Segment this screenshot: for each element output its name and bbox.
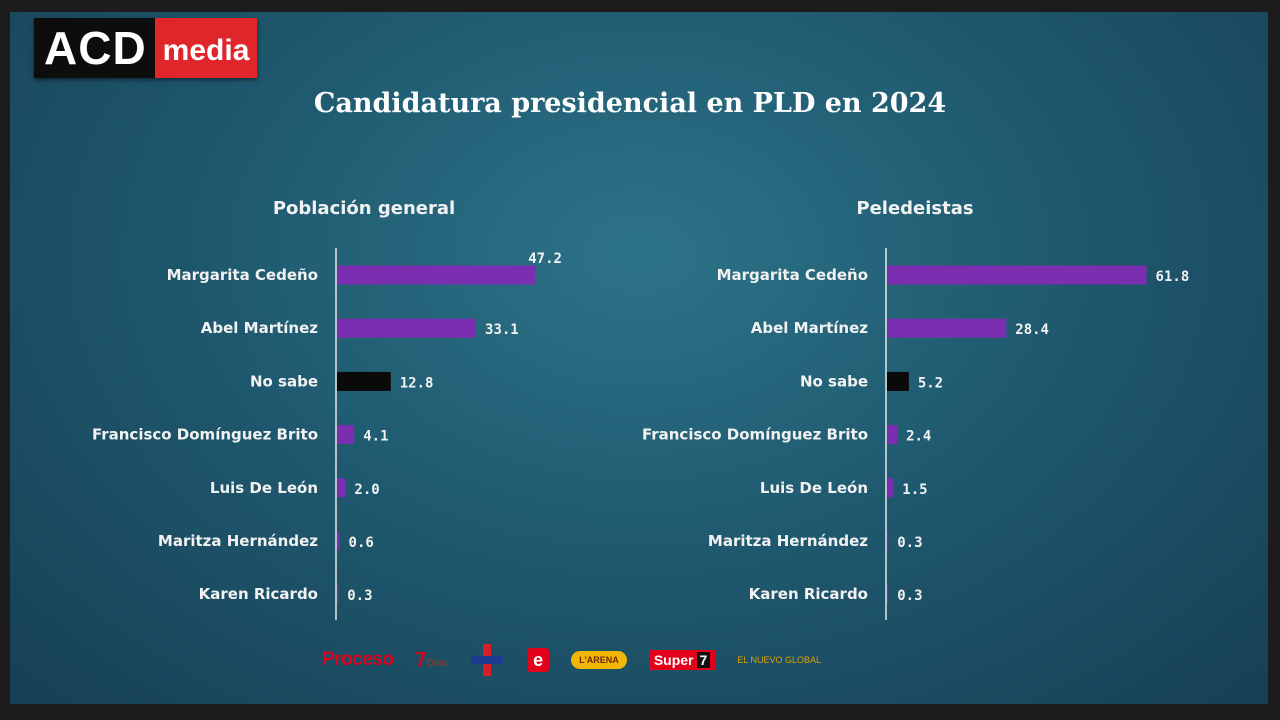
- siete-sub: Días: [426, 657, 448, 669]
- left-value-label: 0.3: [347, 588, 372, 604]
- left-value-label: 2.0: [354, 482, 379, 498]
- left-category-label: Luis De León: [210, 479, 318, 497]
- right-bar: [887, 265, 1147, 285]
- left-bar: [337, 318, 477, 338]
- logo-media: media: [154, 18, 258, 78]
- right-category-label: Abel Martínez: [751, 319, 868, 337]
- right-category-label: Margarita Cedeño: [717, 266, 868, 284]
- acd-media-logo: ACD media: [34, 18, 258, 78]
- arena-logo: L'ARENA: [571, 651, 627, 669]
- left-value-label: 47.2: [528, 251, 562, 267]
- right-bar: [887, 478, 894, 498]
- cross-logo-icon: [469, 642, 505, 678]
- right-category-label: No sabe: [800, 372, 868, 390]
- right-value-label: 28.4: [1015, 322, 1049, 338]
- right-bar: [887, 318, 1007, 338]
- right-value-label: 5.2: [918, 375, 943, 391]
- nuevo-global-logo: EL NUEVO GLOBAL: [737, 655, 821, 665]
- right-value-label: 1.5: [902, 482, 927, 498]
- right-bar: [887, 425, 898, 445]
- right-bar: [887, 584, 889, 604]
- left-bar: [337, 584, 339, 604]
- right-bar: [887, 531, 889, 551]
- slide-frame: [10, 12, 1268, 704]
- logo-acd: ACD: [34, 18, 155, 78]
- right-value-label: 0.3: [897, 588, 922, 604]
- chart-title: Candidatura presidencial en PLD en 2024: [313, 88, 947, 119]
- super7-logo: Super 7: [648, 650, 716, 670]
- left-value-label: 4.1: [363, 429, 388, 445]
- left-bar: [337, 425, 355, 445]
- left-category-label: Francisco Domínguez Brito: [92, 426, 318, 444]
- siete-dias-logo: 7Días: [415, 649, 447, 672]
- right-chart-title: Peledeistas: [856, 198, 974, 219]
- right-category-label: Luis De León: [760, 479, 868, 497]
- left-category-label: Maritza Hernández: [158, 532, 318, 550]
- left-value-label: 0.6: [349, 535, 374, 551]
- left-bar: [337, 265, 536, 285]
- right-category-label: Francisco Domínguez Brito: [642, 426, 868, 444]
- right-category-label: Maritza Hernández: [708, 532, 868, 550]
- e-logo: e: [527, 648, 550, 672]
- right-category-label: Karen Ricardo: [749, 585, 868, 603]
- proceso-logo: Proceso: [322, 649, 394, 670]
- left-category-label: Margarita Cedeño: [167, 266, 318, 284]
- super-text: Super: [653, 652, 694, 668]
- right-value-label: 2.4: [906, 429, 931, 445]
- left-value-label: 33.1: [485, 322, 519, 338]
- left-category-label: No sabe: [250, 372, 318, 390]
- left-category-label: Karen Ricardo: [199, 585, 318, 603]
- right-value-label: 61.8: [1156, 269, 1190, 285]
- left-bar: [337, 531, 340, 551]
- left-bar: [337, 478, 346, 498]
- right-bar: [887, 371, 909, 391]
- left-value-label: 12.8: [400, 375, 434, 391]
- left-chart-title: Población general: [272, 198, 456, 219]
- siete-number: 7: [415, 648, 427, 671]
- right-value-label: 0.3: [897, 535, 922, 551]
- super-num: 7: [696, 652, 711, 668]
- left-bar: [337, 371, 391, 391]
- left-category-label: Abel Martínez: [201, 319, 318, 337]
- sponsor-logos: Proceso 7Días e L'ARENA Super 7 EL NUEVO …: [322, 640, 922, 680]
